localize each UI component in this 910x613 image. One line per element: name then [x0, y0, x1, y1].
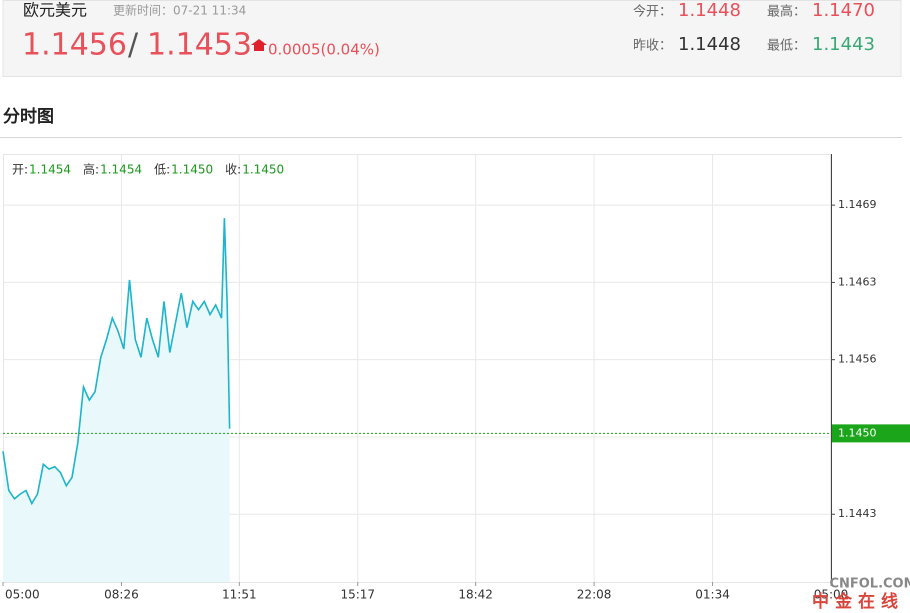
- prev-close-value: 1.1448: [678, 34, 741, 55]
- x-tick-label: 18:42: [458, 588, 493, 602]
- info-label: 高:: [83, 162, 99, 177]
- info-value: 1.1450: [171, 163, 213, 177]
- header-box: [2, 0, 902, 77]
- info-label: 低:: [154, 163, 170, 177]
- x-tick-label: 15:17: [340, 588, 375, 602]
- price-change: 0.0005(0.04%): [268, 41, 380, 59]
- open-value: 1.1448: [678, 0, 741, 21]
- x-tick-label: 08:26: [104, 588, 139, 602]
- high-label: 最高：: [767, 4, 806, 20]
- high-value: 1.1470: [812, 0, 875, 21]
- update-time: 更新时间：07-21 11:34: [113, 3, 246, 18]
- x-tick-label: 05:00: [814, 588, 849, 602]
- price-separator: /: [128, 28, 139, 63]
- plot-frame: [3, 154, 831, 583]
- pair-name: 欧元美元: [23, 1, 87, 20]
- last-price-tag: [832, 424, 910, 443]
- plot: 1.14431.14491.14561.14631.146905:0008:26…: [2, 154, 877, 602]
- open-label: 今开：: [633, 4, 672, 20]
- y-tick-label: 1.1469: [838, 198, 877, 211]
- x-tick-label: 22:08: [577, 588, 612, 602]
- ask-price: 1.1453: [147, 28, 252, 63]
- last-price-label: 1.1450: [838, 426, 877, 439]
- y-tick-label: 1.1463: [838, 275, 877, 288]
- x-tick-label: 05:00: [5, 588, 40, 602]
- x-tick-label: 11:51: [222, 588, 257, 602]
- y-tick-label: 1.1443: [838, 507, 877, 520]
- info-value: 1.1454: [100, 163, 142, 177]
- info-value: 1.1450: [242, 163, 284, 177]
- low-value: 1.1443: [812, 34, 875, 55]
- watermark-bottom: 中金在线: [812, 591, 904, 612]
- info-label: 收:: [225, 163, 241, 177]
- bid-price: 1.1456: [22, 28, 127, 63]
- info-label: 开:: [12, 163, 28, 177]
- info-value: 1.1454: [29, 163, 71, 177]
- y-tick-label: 1.1456: [838, 353, 877, 366]
- up-arrow: [251, 39, 267, 51]
- prev-close-label: 昨收：: [633, 39, 672, 54]
- section-title: 分时图: [3, 107, 54, 127]
- low-label: 最低：: [767, 39, 806, 54]
- price-area: [3, 218, 230, 582]
- x-tick-label: 01:34: [695, 588, 730, 602]
- price-line: [2, 218, 231, 506]
- watermark-top: CNFOL.COM: [829, 577, 910, 592]
